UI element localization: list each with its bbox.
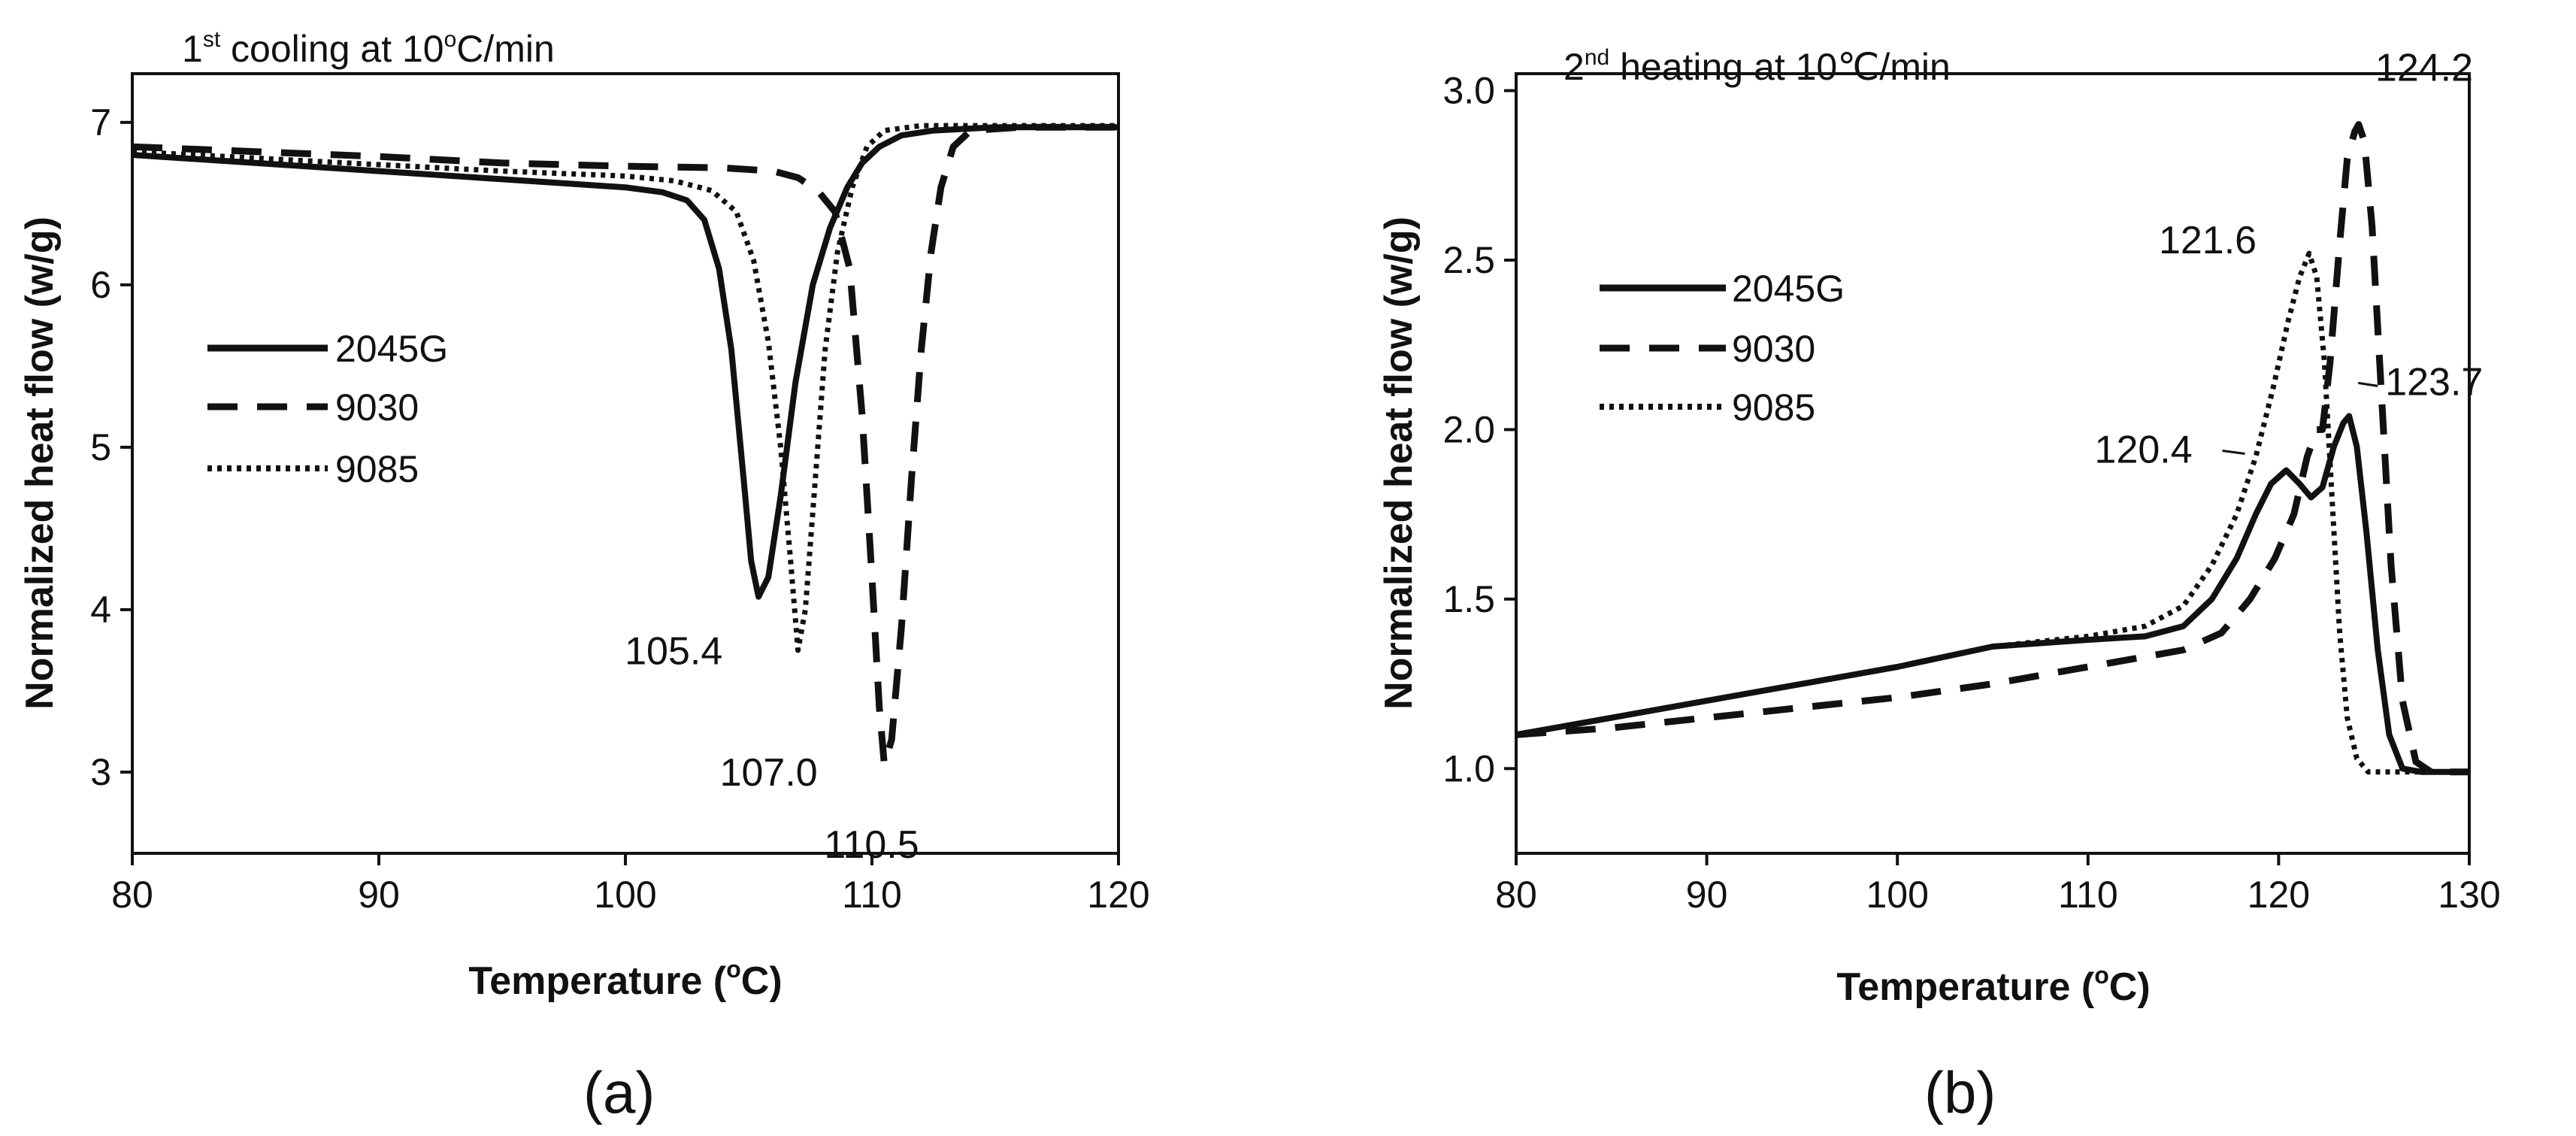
series-line-9030 <box>132 123 1118 768</box>
chart-a-xlabel: Temperature (oC) <box>468 956 782 1003</box>
series-line-2045g <box>1515 413 2469 775</box>
panel-label-a: (a) <box>583 1059 655 1125</box>
peak-annotation: 121.6 <box>2159 219 2257 262</box>
legend-a-label-9030: 9030 <box>335 386 419 429</box>
x-tick-label: 120 <box>1087 874 1149 916</box>
chart-a-ticks: 80 90 100 110 120 3 4 5 6 7 <box>90 101 1150 916</box>
series-line-9030 <box>1515 121 2469 776</box>
y-tick-label: 3 <box>90 751 111 793</box>
chart-a-series <box>132 123 1118 768</box>
y-tick-label: 1.5 <box>1442 578 1495 620</box>
x-tick-label: 130 <box>2438 874 2500 916</box>
peak-annotation: 124.2 <box>2375 47 2473 90</box>
y-tick-label: 1.0 <box>1442 747 1495 789</box>
chart-panel-b: 80 90 100 110 120 130 1.0 1.5 2.0 2.5 3.0 124.2 121… <box>1377 45 2501 1125</box>
x-tick-label: 90 <box>358 874 400 916</box>
x-tick-label: 80 <box>1495 874 1537 916</box>
chart-b-ticks: 80 90 100 110 120 130 1.0 1.5 2.0 2.5 3.0 <box>1442 70 2500 916</box>
panel-label-b: (b) <box>1924 1059 1996 1125</box>
chart-a-plot-frame <box>131 72 1120 855</box>
peak-annotation: 123.7 <box>2385 360 2483 404</box>
x-tick-label: 80 <box>111 874 153 916</box>
y-tick-label: 2.0 <box>1442 408 1495 450</box>
chart-a-legend: 2045G 9030 9085 <box>207 328 448 490</box>
annotation-leader <box>2222 450 2245 456</box>
chart-a-ylabel: Normalized heat flow (w/g) <box>18 217 62 710</box>
chart-b-annotations: 124.2 121.6 120.4 123.7 <box>2095 47 2484 472</box>
y-tick-label: 3.0 <box>1442 70 1495 112</box>
y-tick-label: 4 <box>90 589 111 631</box>
x-tick-label: 110 <box>2058 874 2118 916</box>
legend-b-label-9030: 9030 <box>1732 328 1815 370</box>
y-tick-label: 7 <box>90 101 111 144</box>
x-tick-label: 120 <box>2248 874 2310 916</box>
x-tick-label: 100 <box>594 874 656 916</box>
legend-a-label-9085: 9085 <box>335 448 419 490</box>
chart-b-legend: 2045G 9030 9085 <box>1600 268 1845 429</box>
y-tick-label: 5 <box>90 426 111 468</box>
chart-a-title: 1st cooling at 10oC/min <box>182 27 555 70</box>
legend-a-label-2045g: 2045G <box>335 328 448 370</box>
chart-b-ylabel: Normalized heat flow (w/g) <box>1377 217 1421 710</box>
y-tick-label: 6 <box>90 264 111 306</box>
chart-b-series <box>1515 121 2469 776</box>
chart-b-title: 2nd heating at 10℃/min <box>1563 45 1951 88</box>
legend-b-label-2045g: 2045G <box>1732 268 1845 310</box>
annotation-leader <box>2358 381 2378 387</box>
chart-b-xlabel: Temperature (oC) <box>1836 962 2150 1009</box>
x-tick-label: 100 <box>1866 874 1928 916</box>
legend-b-label-9085: 9085 <box>1732 386 1815 429</box>
series-line-9085 <box>1515 250 2469 775</box>
peak-annotation: 107.0 <box>720 751 818 795</box>
chart-b-plot-frame <box>1515 72 2471 855</box>
series-line-9085 <box>132 123 1118 653</box>
peak-annotation: 110.5 <box>824 823 919 867</box>
peak-annotation: 120.4 <box>2095 429 2193 472</box>
peak-annotation: 105.4 <box>625 630 722 674</box>
y-tick-label: 2.5 <box>1442 239 1495 281</box>
x-tick-label: 90 <box>1686 874 1728 916</box>
series-line-2045g <box>132 124 1118 600</box>
x-tick-label: 110 <box>842 874 902 916</box>
